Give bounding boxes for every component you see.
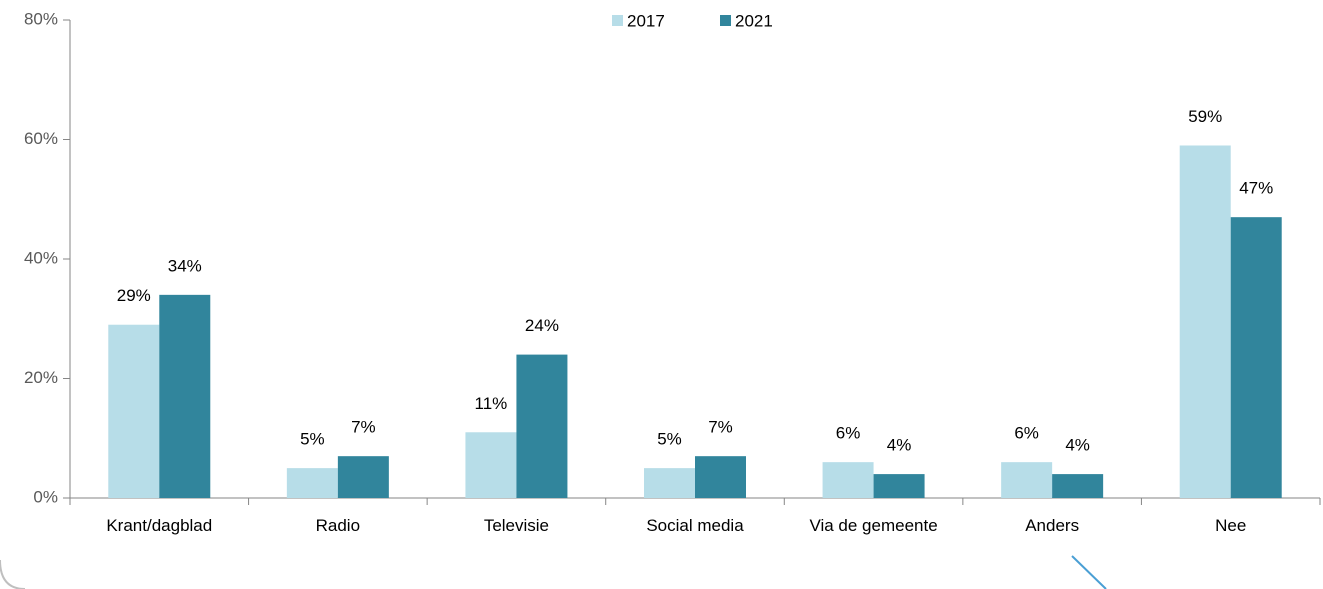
data-label: 5%: [657, 430, 682, 449]
bar: [1179, 145, 1231, 498]
bar: [695, 456, 746, 498]
bar: [1052, 474, 1104, 498]
legend-label: 2021: [735, 11, 773, 30]
bar: [337, 456, 389, 498]
data-label: 24%: [525, 316, 559, 335]
x-tick-label: Televisie: [483, 516, 550, 535]
data-label: 11%: [475, 394, 508, 413]
bar: [822, 462, 874, 498]
bar: [1230, 217, 1282, 499]
x-tick-label: Nee: [1215, 516, 1247, 535]
data-label: 59%: [1188, 107, 1222, 126]
legend-label: 2017: [627, 11, 665, 30]
bar: [516, 354, 568, 498]
data-label: 29%: [117, 286, 151, 305]
x-tick-label-box: Via de gemeente: [809, 516, 938, 535]
frame-corner: [0, 559, 26, 589]
data-label: 7%: [708, 418, 733, 437]
x-tick-label: Krant/dagblad: [106, 516, 213, 535]
bar: [873, 474, 925, 498]
legend-swatch: [612, 15, 623, 26]
data-label: 6%: [1014, 424, 1039, 443]
data-label: 47%: [1239, 179, 1273, 198]
y-tick-label: 40%: [24, 248, 58, 267]
bar: [465, 432, 517, 498]
bar: [159, 294, 211, 498]
x-tick-label: Social media: [646, 516, 744, 535]
bar: [1001, 462, 1053, 498]
y-tick-label: 60%: [24, 129, 58, 148]
y-tick-label: 0%: [33, 487, 58, 506]
bar: [108, 324, 160, 498]
x-tick-label-box: Radio: [315, 516, 361, 535]
data-label: 4%: [1065, 436, 1090, 455]
x-tick-label-box: Anders: [1025, 516, 1080, 535]
x-tick-label-box: Televisie: [483, 516, 550, 535]
data-label: 6%: [836, 424, 861, 443]
x-tick-label-box: Social media: [646, 516, 744, 535]
x-tick-label-box: Krant/dagblad: [106, 516, 213, 535]
data-label: 7%: [351, 418, 376, 437]
data-label: 34%: [168, 256, 202, 275]
x-tick-label: Via de gemeente: [809, 516, 938, 535]
y-tick-label: 80%: [24, 9, 58, 28]
x-tick-label-box: Nee: [1215, 516, 1247, 535]
x-tick-label: Radio: [315, 516, 361, 535]
bar: [286, 468, 338, 498]
decoration-line: [1071, 555, 1107, 589]
data-label: 4%: [887, 436, 912, 455]
bar: [644, 468, 695, 498]
y-tick-label: 20%: [24, 368, 58, 387]
data-label: 5%: [300, 430, 325, 449]
x-tick-label: Anders: [1025, 516, 1080, 535]
legend-swatch: [720, 15, 731, 26]
